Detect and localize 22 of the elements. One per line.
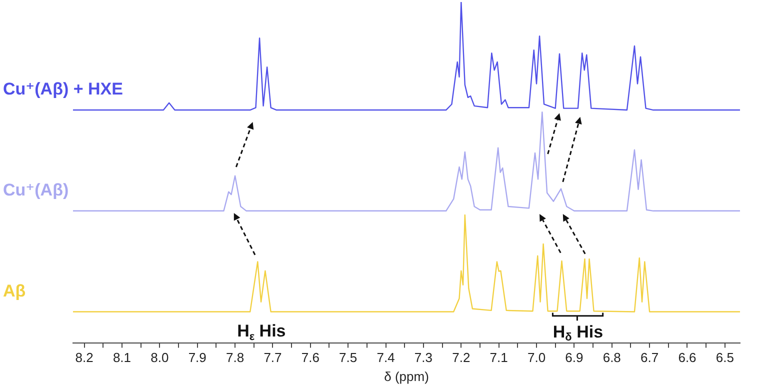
x-tick-label: 7.5: [339, 350, 358, 366]
series-label: Cu⁺(Aβ): [3, 180, 69, 200]
x-tick-label: 7.4: [376, 350, 395, 366]
x-tick-label: 7.3: [414, 350, 432, 366]
x-tick-label: 8.0: [150, 350, 169, 366]
x-tick-label: 7.0: [527, 350, 546, 366]
x-tick-label: 7.8: [226, 350, 244, 366]
x-tick-label: 7.9: [188, 350, 206, 366]
x-tick-label: 6.5: [716, 350, 734, 366]
x-tick-label: 8.1: [112, 350, 132, 366]
x-tick-label: 6.8: [602, 350, 621, 366]
x-tick-label: 6.9: [565, 350, 584, 366]
x-tick-label: 6.7: [640, 350, 659, 366]
text: Aβ: [3, 281, 26, 300]
x-tick-label: 7.6: [301, 350, 320, 366]
series-label: Cu⁺(Aβ) + HXE: [3, 80, 123, 99]
x-tick-label: 7.2: [452, 350, 470, 366]
x-axis-title: δ (ppm): [384, 368, 429, 384]
x-tick-label: 6.6: [678, 350, 696, 366]
x-tick-label: 8.2: [75, 350, 94, 366]
x-tick-label: 7.1: [490, 350, 508, 366]
x-tick-label: 7.7: [264, 350, 282, 366]
